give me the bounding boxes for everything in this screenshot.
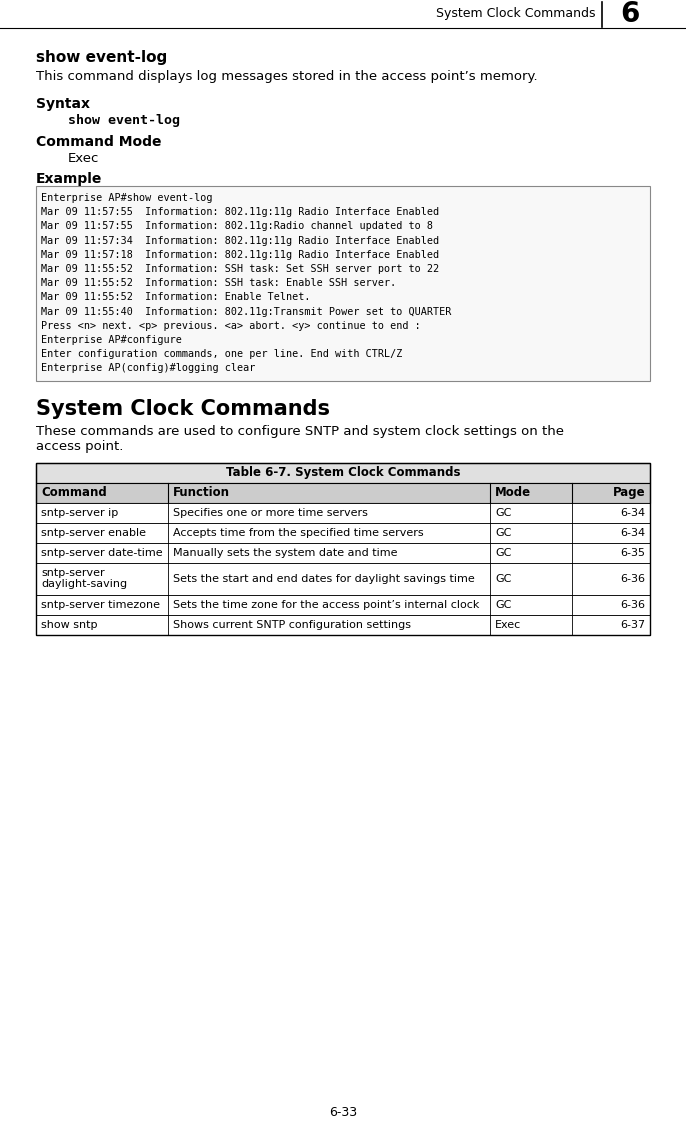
Text: Manually sets the system date and time: Manually sets the system date and time xyxy=(173,548,397,558)
Text: sntp-server timezone: sntp-server timezone xyxy=(41,600,160,610)
Text: sntp-server ip: sntp-server ip xyxy=(41,508,118,518)
Text: Mar 09 11:55:52  Information: SSH task: Set SSH server port to 22: Mar 09 11:55:52 Information: SSH task: S… xyxy=(41,264,439,274)
Bar xyxy=(36,563,650,594)
Text: 6-37: 6-37 xyxy=(620,620,645,630)
Text: sntp-server date-time: sntp-server date-time xyxy=(41,548,163,558)
Bar xyxy=(36,186,650,381)
Text: Enter configuration commands, one per line. End with CTRL/Z: Enter configuration commands, one per li… xyxy=(41,349,403,359)
Text: Mar 09 11:57:18  Information: 802.11g:11g Radio Interface Enabled: Mar 09 11:57:18 Information: 802.11g:11g… xyxy=(41,249,439,259)
Text: Example: Example xyxy=(36,172,102,186)
Text: Function: Function xyxy=(173,486,230,499)
Text: show event-log: show event-log xyxy=(36,51,167,65)
Text: Accepts time from the specified time servers: Accepts time from the specified time ser… xyxy=(173,528,424,538)
Text: Mar 09 11:55:52  Information: SSH task: Enable SSH server.: Mar 09 11:55:52 Information: SSH task: E… xyxy=(41,279,397,289)
Text: Command: Command xyxy=(41,486,107,499)
Text: GC: GC xyxy=(495,508,511,518)
Text: GC: GC xyxy=(495,528,511,538)
Text: Syntax: Syntax xyxy=(36,97,90,111)
Text: 6-33: 6-33 xyxy=(329,1106,357,1120)
Text: show event-log: show event-log xyxy=(68,115,180,127)
Text: Mar 09 11:57:55  Information: 802.11g:Radio channel updated to 8: Mar 09 11:57:55 Information: 802.11g:Rad… xyxy=(41,221,433,231)
Text: Enterprise AP#show event-log: Enterprise AP#show event-log xyxy=(41,193,213,203)
Text: Command Mode: Command Mode xyxy=(36,135,161,149)
Text: GC: GC xyxy=(495,600,511,610)
Text: GC: GC xyxy=(495,548,511,558)
Text: Exec: Exec xyxy=(68,152,99,165)
Text: Sets the time zone for the access point’s internal clock: Sets the time zone for the access point’… xyxy=(173,600,480,610)
Text: Table 6-7. System Clock Commands: Table 6-7. System Clock Commands xyxy=(226,466,460,480)
Text: Mode: Mode xyxy=(495,486,531,499)
Text: These commands are used to configure SNTP and system clock settings on the: These commands are used to configure SNT… xyxy=(36,424,564,438)
Text: 6-36: 6-36 xyxy=(620,600,645,610)
Bar xyxy=(36,463,650,483)
Text: Mar 09 11:55:40  Information: 802.11g:Transmit Power set to QUARTER: Mar 09 11:55:40 Information: 802.11g:Tra… xyxy=(41,307,451,317)
Text: System Clock Commands: System Clock Commands xyxy=(436,8,595,20)
Text: daylight-saving: daylight-saving xyxy=(41,579,127,588)
Bar xyxy=(36,542,650,563)
Bar xyxy=(36,463,650,634)
Text: sntp-server enable: sntp-server enable xyxy=(41,528,146,538)
Text: System Clock Commands: System Clock Commands xyxy=(36,399,330,419)
Text: Enterprise AP(config)#logging clear: Enterprise AP(config)#logging clear xyxy=(41,364,255,374)
Text: Mar 09 11:55:52  Information: Enable Telnet.: Mar 09 11:55:52 Information: Enable Teln… xyxy=(41,292,311,302)
Text: Press <n> next. <p> previous. <a> abort. <y> continue to end :: Press <n> next. <p> previous. <a> abort.… xyxy=(41,321,421,331)
Text: Page: Page xyxy=(613,486,645,499)
Text: Specifies one or more time servers: Specifies one or more time servers xyxy=(173,508,368,518)
Bar xyxy=(36,614,650,634)
Text: 6-34: 6-34 xyxy=(620,508,645,518)
Text: access point.: access point. xyxy=(36,439,123,453)
Text: 6-35: 6-35 xyxy=(620,548,645,558)
Text: 6-36: 6-36 xyxy=(620,574,645,584)
Text: This command displays log messages stored in the access point’s memory.: This command displays log messages store… xyxy=(36,70,538,83)
Text: sntp-server: sntp-server xyxy=(41,568,105,578)
Bar xyxy=(36,522,650,542)
Text: Mar 09 11:57:34  Information: 802.11g:11g Radio Interface Enabled: Mar 09 11:57:34 Information: 802.11g:11g… xyxy=(41,236,439,246)
Text: Shows current SNTP configuration settings: Shows current SNTP configuration setting… xyxy=(173,620,411,630)
Text: Exec: Exec xyxy=(495,620,521,630)
Text: 6-34: 6-34 xyxy=(620,528,645,538)
Text: Sets the start and end dates for daylight savings time: Sets the start and end dates for dayligh… xyxy=(173,574,475,584)
Bar xyxy=(36,503,650,522)
Text: Enterprise AP#configure: Enterprise AP#configure xyxy=(41,335,182,345)
Text: GC: GC xyxy=(495,574,511,584)
Text: Mar 09 11:57:55  Information: 802.11g:11g Radio Interface Enabled: Mar 09 11:57:55 Information: 802.11g:11g… xyxy=(41,208,439,217)
Bar xyxy=(36,483,650,503)
Text: 6: 6 xyxy=(620,0,639,28)
Text: show sntp: show sntp xyxy=(41,620,97,630)
Bar xyxy=(36,594,650,614)
